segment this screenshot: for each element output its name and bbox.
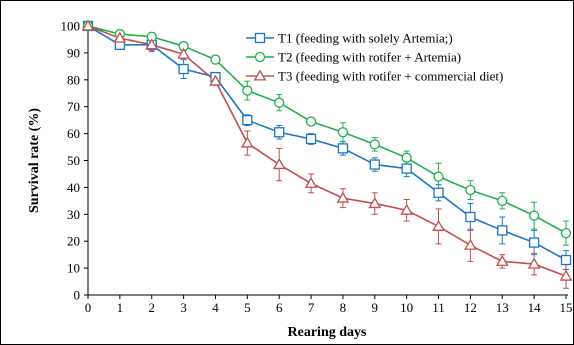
x-tick-label: 10: [400, 300, 413, 315]
y-axis-title: Survival rate (%): [27, 108, 42, 213]
y-tick-label: 20: [67, 234, 80, 249]
data-point-t3: [400, 203, 413, 215]
legend-marker-t2: [254, 51, 266, 63]
series-line-t2: [87, 25, 567, 234]
data-point-t2: [305, 116, 317, 127]
data-point-t3: [559, 269, 573, 281]
legend-marker-t3: [253, 69, 267, 81]
x-axis-title: Rearing days: [288, 325, 368, 340]
data-point-t1: [560, 254, 572, 266]
series-markers: [81, 19, 573, 281]
y-tick-label: 60: [67, 126, 80, 141]
legend-label-t1: T1 (feeding with solely Artemia;): [278, 31, 453, 46]
data-point-t1: [497, 225, 508, 236]
data-point-t2: [242, 85, 253, 96]
y-tick-label: 50: [67, 153, 80, 168]
x-tick-label: 7: [308, 300, 315, 315]
data-point-t3: [241, 136, 254, 148]
y-tick-label: 90: [67, 45, 80, 60]
data-point-t3: [81, 19, 95, 31]
data-point-t1: [401, 163, 412, 174]
data-point-t1: [528, 237, 540, 248]
x-tick-label: 9: [372, 300, 379, 315]
data-point-t1: [305, 133, 317, 145]
series-line-t1: [87, 25, 567, 261]
axes: [84, 22, 568, 299]
x-tick-label: 12: [464, 300, 477, 315]
data-point-t2: [274, 97, 285, 108]
data-point-t3: [495, 254, 509, 266]
data-point-t2: [401, 152, 412, 163]
x-tick-label: 4: [212, 300, 219, 315]
x-tick-label: 11: [432, 300, 445, 315]
data-point-t2: [369, 139, 380, 150]
data-point-t1: [369, 159, 380, 170]
data-point-t3: [527, 257, 541, 269]
legend-marker-t1: [254, 32, 266, 44]
data-point-t1: [178, 63, 189, 75]
data-point-t3: [368, 197, 382, 209]
data-point-t1: [337, 143, 349, 154]
data-point-t3: [145, 38, 159, 50]
data-point-t3: [113, 31, 127, 43]
legend-label-t3: T3 (feeding with rotifer + commercial di…: [278, 69, 503, 84]
data-point-t3: [432, 219, 445, 231]
data-point-t1: [274, 127, 285, 138]
y-tick-label: 10: [67, 261, 80, 276]
y-tick-label: 30: [67, 207, 80, 222]
data-point-t2: [433, 171, 444, 182]
data-point-t1: [465, 211, 476, 223]
data-point-t2: [210, 54, 221, 65]
x-tick-label: 5: [244, 300, 251, 315]
y-tick-labels: 0 10 20 30 40 50 60 70 80 90 100: [61, 19, 81, 303]
y-tick-label: 100: [61, 19, 81, 34]
x-tick-label: 14: [528, 300, 542, 315]
x-tick-label: 1: [117, 300, 124, 315]
data-point-t1: [433, 187, 444, 198]
x-tick-label: 6: [276, 300, 283, 315]
y-tick-label: 70: [67, 99, 80, 114]
data-point-t2: [497, 195, 508, 207]
x-tick-label: 13: [496, 300, 509, 315]
data-point-t2: [560, 227, 572, 239]
y-tick-label: 80: [67, 72, 80, 87]
data-point-t3: [177, 47, 190, 59]
x-tick-label: 2: [148, 300, 155, 315]
x-tick-labels: 0 1 2 3 4 5 6 7 8 9 10 11 12 13 14 15: [85, 300, 573, 315]
data-point-t3: [464, 238, 477, 250]
data-point-t2: [465, 184, 476, 196]
x-tick-label: 3: [180, 300, 187, 315]
data-point-t3: [272, 158, 286, 170]
x-tick-label: 8: [340, 300, 347, 315]
data-point-t3: [304, 176, 318, 188]
data-point-t1: [242, 115, 253, 126]
series-line-t3: [87, 25, 567, 277]
y-tick-label: 0: [74, 288, 81, 303]
data-point-t2: [337, 127, 349, 138]
series-lines: [87, 25, 567, 277]
data-point-t3: [209, 74, 222, 86]
legend-label-t2: T2 (feeding with rotifer + Artemia): [278, 50, 461, 65]
y-tick-label: 40: [67, 180, 80, 195]
x-tick-label: 15: [560, 300, 573, 315]
data-point-t3: [336, 191, 350, 203]
x-tick-label: 0: [85, 300, 92, 315]
legend: T1 (feeding with solely Artemia;) T2 (fee…: [246, 31, 503, 84]
data-point-t2: [528, 210, 540, 221]
